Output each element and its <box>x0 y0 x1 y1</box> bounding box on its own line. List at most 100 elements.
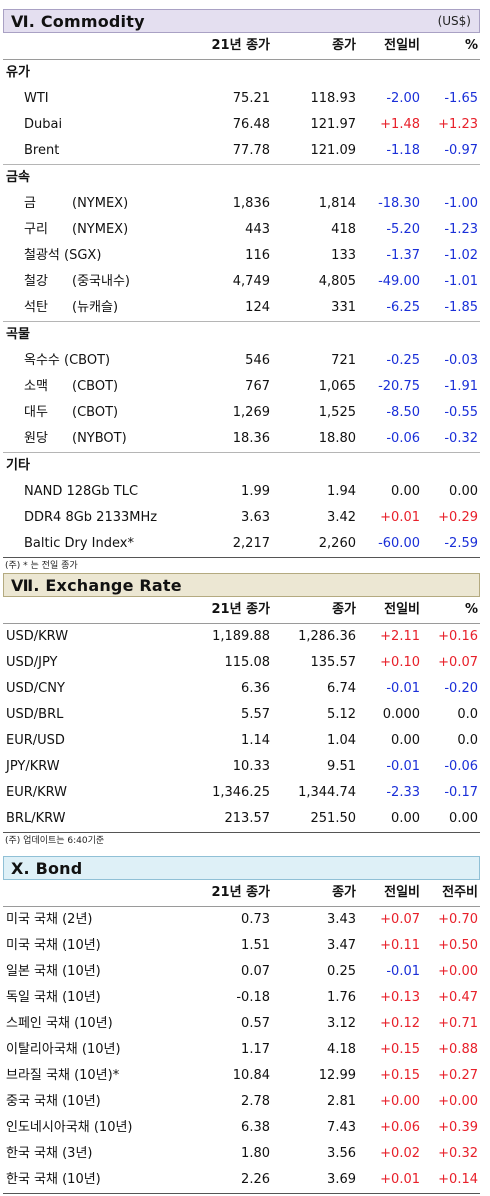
cell-change: -8.50 <box>386 405 420 420</box>
row-name: 미국 국채 (10년) <box>6 938 101 953</box>
category-label: 유가 <box>6 65 30 80</box>
cell-change: +0.07 <box>380 912 420 927</box>
cell-y21-close: 1,836 <box>232 196 270 211</box>
cell-pct: -1.85 <box>444 300 478 315</box>
cell-pct: 0.00 <box>449 811 478 826</box>
cell-y21-close: 75.21 <box>232 91 270 106</box>
cell-y21-close: 124 <box>245 300 270 315</box>
cell-close: 331 <box>331 300 356 315</box>
cell-close: 7.43 <box>327 1120 356 1135</box>
cell-close: 1,344.74 <box>298 785 356 800</box>
cell-pct: +0.07 <box>438 655 478 670</box>
cell-y21-close: 18.36 <box>232 431 270 446</box>
commodity-unit: (US$) <box>437 14 471 28</box>
cell-change: -0.01 <box>386 964 420 979</box>
cell-change: -18.30 <box>378 196 420 211</box>
fx-table-body: USD/KRW 1,189.88 1,286.36 +2.11 +0.16 USD/JPY… <box>3 624 480 833</box>
cell-change: +0.06 <box>380 1120 420 1135</box>
cell-y21-close: 0.07 <box>241 964 270 979</box>
cell-close: 1,286.36 <box>298 629 356 644</box>
cell-y21-close: 767 <box>245 379 270 394</box>
cell-close: 18.80 <box>318 431 356 446</box>
cell-pct: -1.00 <box>444 196 478 211</box>
cell-change: +0.12 <box>380 1016 420 1031</box>
cell-close: 12.99 <box>318 1068 356 1083</box>
table-row: USD/BRL 5.57 5.12 0.000 0.0 <box>3 702 480 728</box>
cell-close: 5.12 <box>327 707 356 722</box>
cell-y21-close: 213.57 <box>224 811 271 826</box>
row-name: 이탈리아국채 (10년) <box>6 1042 121 1057</box>
category-label: 곡물 <box>6 327 30 342</box>
col-header-pct: % <box>464 602 478 617</box>
cell-change: -0.01 <box>386 681 420 696</box>
cell-close: 251.50 <box>310 811 357 826</box>
cell-close: 4.18 <box>327 1042 356 1057</box>
row-name: Baltic Dry Index* <box>24 536 134 551</box>
fx-title-bar: Ⅶ. Exchange Rate <box>3 573 480 597</box>
row-exchange: (CBOT) <box>72 405 119 420</box>
table-row: 미국 국채 (10년) 1.51 3.47 +0.11 +0.50 <box>3 933 480 959</box>
table-row: 금 (NYMEX) 1,836 1,814 -18.30 -1.00 <box>3 191 480 217</box>
cell-close: 1.04 <box>327 733 356 748</box>
cell-pct: -2.59 <box>444 536 478 551</box>
row-name: NAND 128Gb TLC <box>24 484 139 499</box>
cell-pct: -1.01 <box>444 274 478 289</box>
cell-close: 3.42 <box>327 510 356 525</box>
cell-change: +0.13 <box>380 990 420 1005</box>
table-row: 한국 국채 (3년) 1.80 3.56 +0.02 +0.32 <box>3 1141 480 1167</box>
row-name: 한국 국채 (10년) <box>6 1172 101 1187</box>
cell-y21-close: 6.36 <box>241 681 270 696</box>
cell-change: -2.00 <box>386 91 420 106</box>
cell-y21-close: 77.78 <box>232 143 270 158</box>
cell-pct: 0.0 <box>457 733 478 748</box>
table-row: 브라질 국채 (10년)* 10.84 12.99 +0.15 +0.27 <box>3 1063 480 1089</box>
table-row: Baltic Dry Index* 2,217 2,260 -60.00 -2.59 <box>3 531 480 558</box>
cell-pct: +0.88 <box>438 1042 478 1057</box>
row-name: USD/BRL <box>6 707 64 722</box>
cell-y21-close: 0.57 <box>241 1016 270 1031</box>
cell-y21-close: 2,217 <box>232 536 270 551</box>
col-header-weekly-change: 전주비 <box>442 885 478 900</box>
cell-change: -6.25 <box>386 300 420 315</box>
row-name: EUR/USD <box>6 733 65 748</box>
cell-y21-close: 1,189.88 <box>212 629 270 644</box>
fx-footnote: (주) 업데이트는 6:40기준 <box>5 836 105 846</box>
row-exchange: (중국내수) <box>72 274 130 289</box>
cell-pct: -1.23 <box>444 222 478 237</box>
cell-change: -1.37 <box>386 248 420 263</box>
cell-y21-close: 5.57 <box>241 707 270 722</box>
row-name: 철강 <box>24 274 48 289</box>
cell-y21-close: 1.51 <box>241 938 270 953</box>
cell-change: 0.00 <box>391 484 420 499</box>
table-row: EUR/KRW 1,346.25 1,344.74 -2.33 -0.17 <box>3 780 480 806</box>
row-name: 스페인 국채 (10년) <box>6 1016 113 1031</box>
table-row: 한국 국채 (10년) 2.26 3.69 +0.01 +0.14 <box>3 1167 480 1194</box>
row-name: 소맥 <box>24 379 48 394</box>
cell-close: 1.94 <box>327 484 356 499</box>
cell-change: 0.00 <box>391 811 420 826</box>
row-name: EUR/KRW <box>6 785 68 800</box>
cell-pct: +0.00 <box>438 1094 478 1109</box>
cell-close: 3.56 <box>327 1146 356 1161</box>
cell-pct: -0.20 <box>444 681 478 696</box>
cell-close: 6.74 <box>327 681 356 696</box>
cell-change: -0.06 <box>386 431 420 446</box>
cell-close: 3.47 <box>327 938 356 953</box>
cell-change: +0.15 <box>380 1042 420 1057</box>
category-label: 금속 <box>6 170 30 185</box>
row-name: USD/CNY <box>6 681 65 696</box>
cell-y21-close: 2.78 <box>241 1094 270 1109</box>
cell-close: 121.09 <box>310 143 357 158</box>
cell-change: -2.33 <box>386 785 420 800</box>
cell-pct: -0.03 <box>444 353 478 368</box>
col-header-y21: 21년 종가 <box>211 602 271 617</box>
col-header-change: 전일비 <box>384 38 420 53</box>
table-row: 미국 국채 (2년) 0.73 3.43 +0.07 +0.70 <box>3 907 480 933</box>
cell-change: -49.00 <box>378 274 420 289</box>
table-row: USD/CNY 6.36 6.74 -0.01 -0.20 <box>3 676 480 702</box>
cell-pct: -1.65 <box>444 91 478 106</box>
cell-close: 2.81 <box>327 1094 356 1109</box>
cell-change: +0.15 <box>380 1068 420 1083</box>
table-row: DDR4 8Gb 2133MHz 3.63 3.42 +0.01 +0.29 <box>3 505 480 531</box>
cell-y21-close: 76.48 <box>232 117 270 132</box>
